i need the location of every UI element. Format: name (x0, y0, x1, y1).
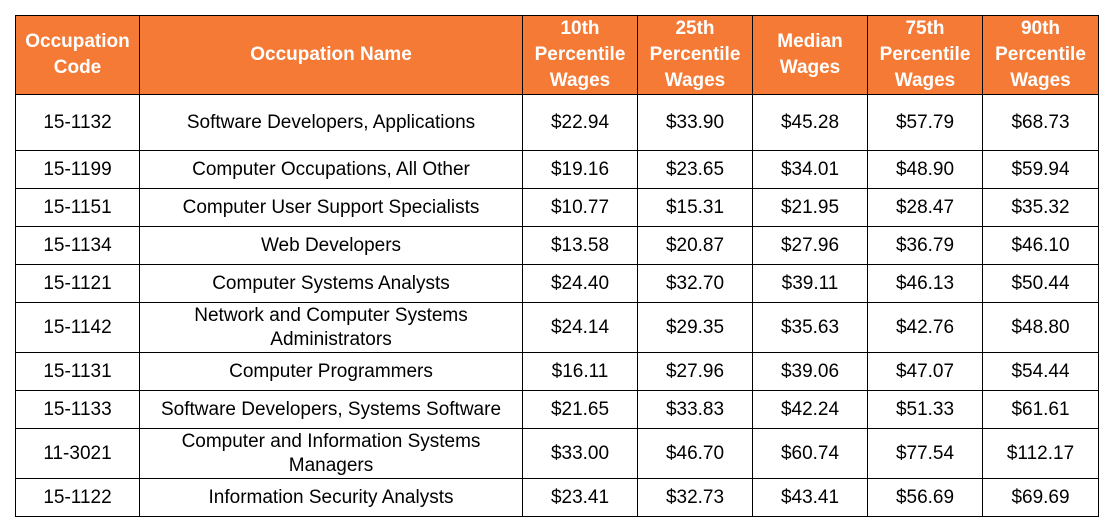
wage-p75: $46.13 (867, 264, 983, 303)
wage-p10: $16.11 (522, 352, 638, 391)
wage-median: $43.41 (752, 478, 868, 517)
wages-table: Occupation Code Occupation Name 10th Per… (15, 15, 1099, 517)
wage-median: $60.74 (752, 428, 868, 479)
wage-p25: $32.73 (637, 478, 753, 517)
header-occupation-name: Occupation Name (139, 15, 523, 95)
table-row: 15-1151 Computer User Support Specialist… (15, 188, 1099, 227)
wage-p90: $69.69 (982, 478, 1099, 517)
wage-p75: $28.47 (867, 188, 983, 227)
table-row: 15-1142 Network and Computer Systems Adm… (15, 302, 1099, 353)
wage-p90: $59.94 (982, 150, 1099, 189)
occupation-name: Information Security Analysts (139, 478, 523, 517)
table-row: 11-3021 Computer and Information Systems… (15, 428, 1099, 479)
wage-p90: $68.73 (982, 94, 1099, 151)
wage-p75: $42.76 (867, 302, 983, 353)
wage-p90: $35.32 (982, 188, 1099, 227)
wage-p10: $13.58 (522, 226, 638, 265)
wage-p10: $19.16 (522, 150, 638, 189)
occupation-name: Computer User Support Specialists (139, 188, 523, 227)
table-row: 15-1131 Computer Programmers $16.11 $27.… (15, 352, 1099, 391)
wage-median: $39.06 (752, 352, 868, 391)
wage-p10: $24.40 (522, 264, 638, 303)
occupation-name: Web Developers (139, 226, 523, 265)
wage-p10: $22.94 (522, 94, 638, 151)
wage-p25: $29.35 (637, 302, 753, 353)
wage-p10: $23.41 (522, 478, 638, 517)
wage-median: $27.96 (752, 226, 868, 265)
header-median: Median Wages (752, 15, 868, 95)
occupation-code: 15-1132 (15, 94, 140, 151)
wage-p75: $51.33 (867, 390, 983, 429)
occupation-code: 15-1121 (15, 264, 140, 303)
wage-p75: $36.79 (867, 226, 983, 265)
wage-p25: $20.87 (637, 226, 753, 265)
wage-p10: $10.77 (522, 188, 638, 227)
wage-p25: $46.70 (637, 428, 753, 479)
table-row: 15-1121 Computer Systems Analysts $24.40… (15, 264, 1099, 303)
wage-p10: $33.00 (522, 428, 638, 479)
wage-p10: $24.14 (522, 302, 638, 353)
occupation-name: Network and Computer Systems Administrat… (139, 302, 523, 353)
table-header: Occupation Code Occupation Name 10th Per… (15, 15, 1099, 95)
wage-p90: $61.61 (982, 390, 1099, 429)
occupation-code: 15-1199 (15, 150, 140, 189)
wage-median: $45.28 (752, 94, 868, 151)
wage-median: $35.63 (752, 302, 868, 353)
occupation-code: 15-1122 (15, 478, 140, 517)
occupation-name: Software Developers, Systems Software (139, 390, 523, 429)
table-row: 15-1133 Software Developers, Systems Sof… (15, 390, 1099, 429)
wage-p25: $32.70 (637, 264, 753, 303)
wage-p75: $77.54 (867, 428, 983, 479)
table-row: 15-1122 Information Security Analysts $2… (15, 478, 1099, 517)
wage-p75: $48.90 (867, 150, 983, 189)
wage-median: $39.11 (752, 264, 868, 303)
occupation-code: 11-3021 (15, 428, 140, 479)
wage-p75: $57.79 (867, 94, 983, 151)
occupation-name: Computer Systems Analysts (139, 264, 523, 303)
wage-p75: $56.69 (867, 478, 983, 517)
wage-p25: $23.65 (637, 150, 753, 189)
wage-p90: $48.80 (982, 302, 1099, 353)
occupation-code: 15-1133 (15, 390, 140, 429)
table-row: 15-1132 Software Developers, Application… (15, 94, 1099, 151)
header-90th-percentile: 90th Percentile Wages (982, 15, 1099, 95)
wage-median: $42.24 (752, 390, 868, 429)
occupation-name: Computer Occupations, All Other (139, 150, 523, 189)
wage-p10: $21.65 (522, 390, 638, 429)
wage-median: $34.01 (752, 150, 868, 189)
header-25th-percentile: 25th Percentile Wages (637, 15, 753, 95)
wage-p25: $27.96 (637, 352, 753, 391)
occupation-code: 15-1131 (15, 352, 140, 391)
occupation-code: 15-1142 (15, 302, 140, 353)
occupation-name: Computer and Information Systems Manager… (139, 428, 523, 479)
wage-p25: $33.90 (637, 94, 753, 151)
occupation-name: Computer Programmers (139, 352, 523, 391)
wage-p75: $47.07 (867, 352, 983, 391)
occupation-code: 15-1134 (15, 226, 140, 265)
table-row: 15-1134 Web Developers $13.58 $20.87 $27… (15, 226, 1099, 265)
header-occupation-code: Occupation Code (15, 15, 140, 95)
header-75th-percentile: 75th Percentile Wages (867, 15, 983, 95)
wage-p25: $15.31 (637, 188, 753, 227)
wage-p90: $112.17 (982, 428, 1099, 479)
wage-p25: $33.83 (637, 390, 753, 429)
table-body: 15-1132 Software Developers, Application… (15, 94, 1099, 517)
header-10th-percentile: 10th Percentile Wages (522, 15, 638, 95)
wage-p90: $46.10 (982, 226, 1099, 265)
table-row: 15-1199 Computer Occupations, All Other … (15, 150, 1099, 189)
wage-p90: $54.44 (982, 352, 1099, 391)
header-row: Occupation Code Occupation Name 10th Per… (15, 15, 1099, 95)
wage-p90: $50.44 (982, 264, 1099, 303)
occupation-code: 15-1151 (15, 188, 140, 227)
wage-median: $21.95 (752, 188, 868, 227)
occupation-name: Software Developers, Applications (139, 94, 523, 151)
